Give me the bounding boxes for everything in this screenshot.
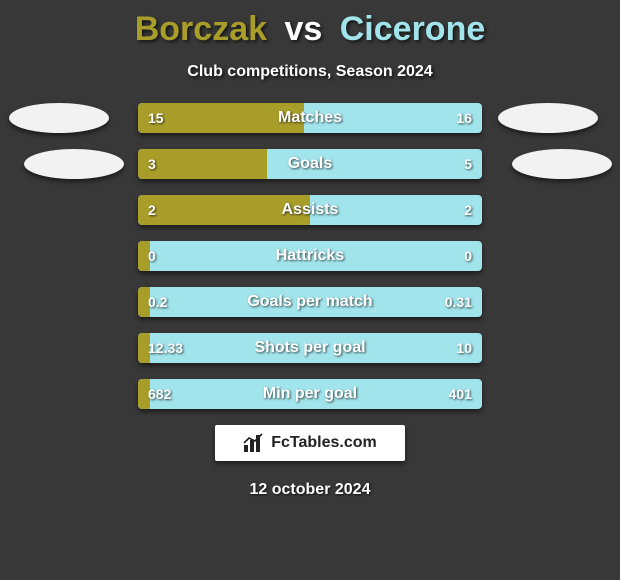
stat-value-right: 0 (464, 241, 472, 271)
subtitle: Club competitions, Season 2024 (0, 63, 620, 81)
logo-box: FcTables.com (215, 425, 405, 461)
stat-row: 0.2Goals per match0.31 (138, 287, 482, 317)
title-player1: Borczak (135, 10, 267, 48)
chart-icon (243, 433, 265, 453)
stat-row: 682Min per goal401 (138, 379, 482, 409)
side-ellipse (24, 149, 124, 179)
stat-label: Shots per goal (138, 333, 482, 363)
title-vs: vs (284, 10, 322, 48)
stat-label: Hattricks (138, 241, 482, 271)
date-text: 12 october 2024 (0, 481, 620, 499)
stat-row: 2Assists2 (138, 195, 482, 225)
stat-label: Goals (138, 149, 482, 179)
stat-row: 12.33Shots per goal10 (138, 333, 482, 363)
side-ellipse (512, 149, 612, 179)
stat-label: Min per goal (138, 379, 482, 409)
bars-container: 15Matches16 3Goals5 2Assists2 0Hattricks0 0.… (138, 103, 482, 409)
stat-value-right: 0.31 (445, 287, 472, 317)
stat-label: Goals per match (138, 287, 482, 317)
comparison-stage: 15Matches16 3Goals5 2Assists2 0Hattricks0 0.… (0, 103, 620, 409)
logo-text: FcTables.com (271, 434, 377, 452)
stat-value-right: 401 (449, 379, 472, 409)
stat-value-right: 5 (464, 149, 472, 179)
stat-row: 3Goals5 (138, 149, 482, 179)
page-title: Borczak vs Cicerone (0, 0, 620, 49)
stat-row: 15Matches16 (138, 103, 482, 133)
title-player2: Cicerone (340, 10, 486, 48)
stat-row: 0Hattricks0 (138, 241, 482, 271)
stat-label: Assists (138, 195, 482, 225)
stat-value-right: 10 (456, 333, 472, 363)
side-ellipse (9, 103, 109, 133)
stat-label: Matches (138, 103, 482, 133)
stat-value-right: 2 (464, 195, 472, 225)
side-ellipse (498, 103, 598, 133)
stat-value-right: 16 (456, 103, 472, 133)
